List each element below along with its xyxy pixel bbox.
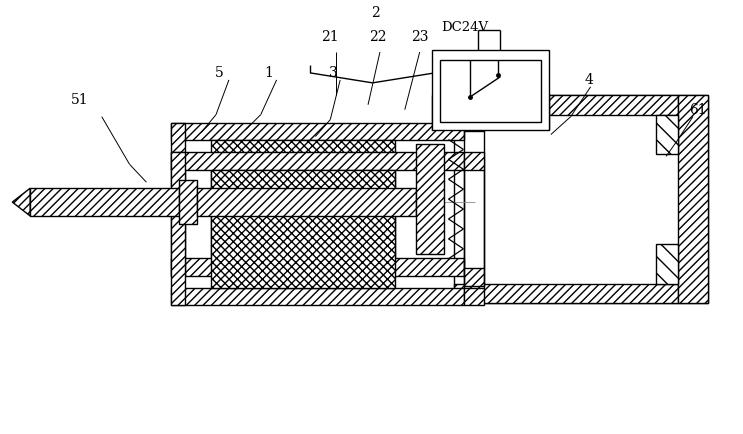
Bar bbox=[455, 283, 678, 303]
Bar bbox=[432, 50, 549, 130]
Text: 22: 22 bbox=[369, 30, 386, 44]
Bar bbox=[211, 141, 395, 258]
Bar bbox=[172, 123, 185, 276]
Text: 1: 1 bbox=[265, 66, 273, 80]
Bar bbox=[172, 258, 464, 276]
Bar bbox=[455, 95, 708, 303]
Bar bbox=[172, 123, 464, 141]
Bar bbox=[172, 152, 464, 170]
Text: 2: 2 bbox=[371, 7, 380, 20]
Text: 51: 51 bbox=[71, 93, 88, 107]
Bar bbox=[211, 170, 395, 288]
Bar bbox=[455, 95, 678, 115]
Text: DC24V: DC24V bbox=[441, 21, 488, 34]
Bar bbox=[416, 145, 444, 254]
Text: 4: 4 bbox=[584, 73, 593, 87]
Bar bbox=[678, 95, 708, 303]
Text: 3: 3 bbox=[329, 66, 337, 80]
Bar bbox=[464, 268, 484, 286]
Bar bbox=[30, 188, 179, 216]
Text: 61: 61 bbox=[689, 103, 707, 117]
Bar bbox=[197, 188, 416, 216]
Bar bbox=[440, 60, 541, 122]
Bar bbox=[464, 152, 484, 170]
Bar bbox=[656, 244, 678, 283]
Bar bbox=[172, 152, 185, 306]
Text: 5: 5 bbox=[215, 66, 224, 80]
Bar bbox=[172, 288, 464, 306]
Text: 21: 21 bbox=[322, 30, 339, 44]
Polygon shape bbox=[13, 188, 30, 216]
Bar bbox=[464, 113, 484, 131]
Bar bbox=[179, 180, 197, 224]
Text: 23: 23 bbox=[411, 30, 429, 44]
Bar bbox=[464, 288, 484, 306]
Bar bbox=[656, 115, 678, 155]
